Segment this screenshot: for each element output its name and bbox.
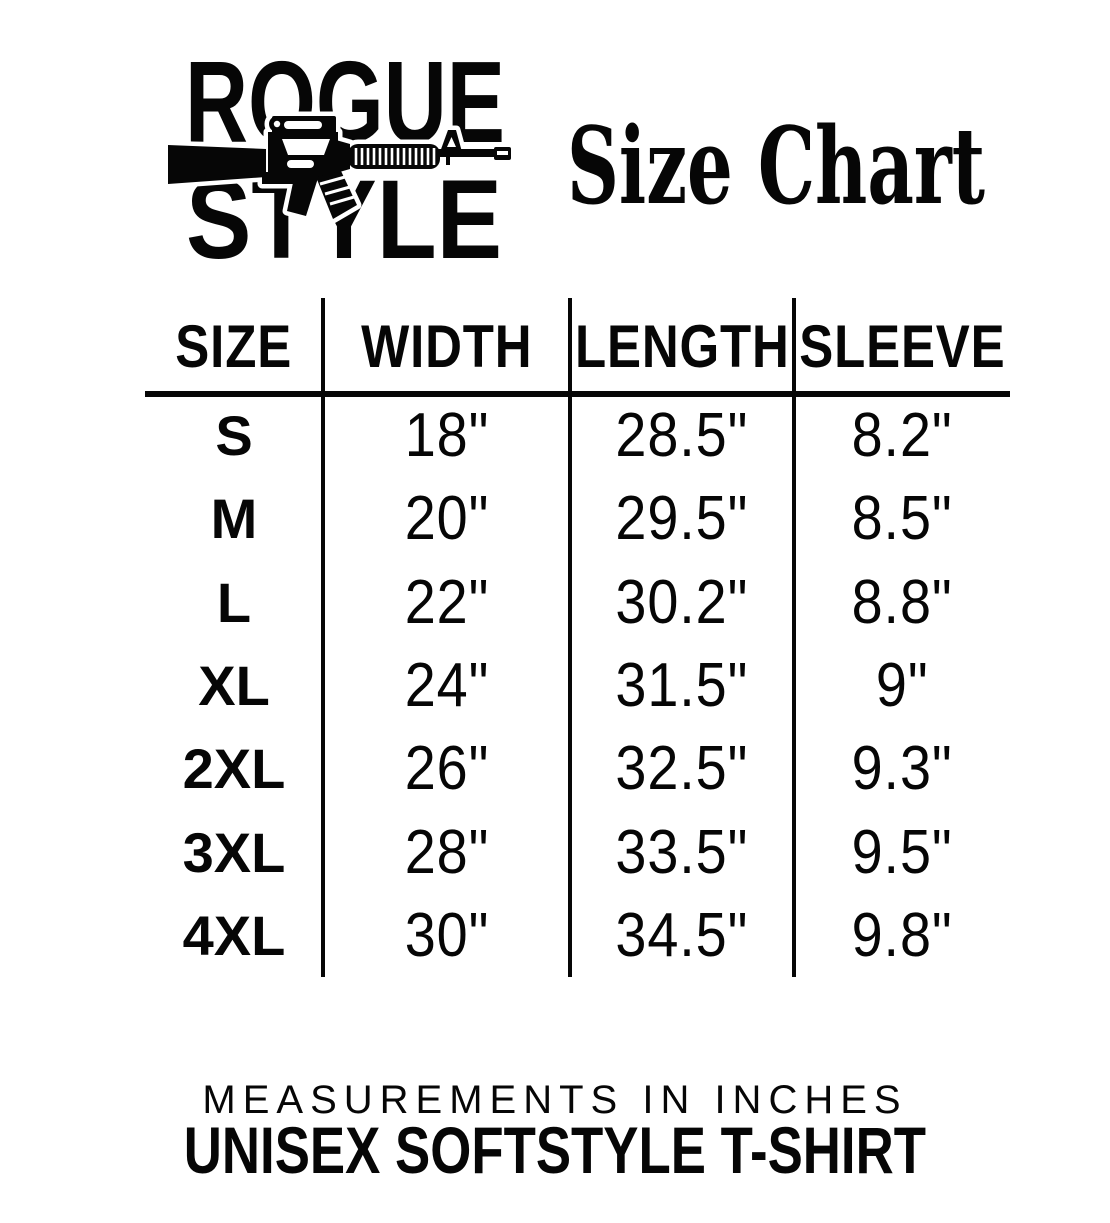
sleeve-value: 9.8" (851, 900, 953, 970)
width-value: 24" (404, 650, 489, 720)
sleeve-value: 8.5" (851, 484, 953, 554)
size-label: M (210, 487, 258, 551)
size-chart-title: Size Chart (567, 103, 985, 228)
length-value: 34.5" (615, 900, 749, 970)
rifle-details (273, 120, 508, 206)
sleeve-value: 9" (875, 650, 929, 720)
column-divider (792, 298, 796, 977)
length-value: 28.5" (615, 401, 749, 471)
length-value: 32.5" (615, 734, 749, 804)
size-label: L (216, 570, 252, 634)
width-value: 30" (404, 900, 489, 970)
size-label: 4XL (182, 903, 286, 967)
width-value: 26" (404, 734, 489, 804)
column-header-width: WIDTH (360, 312, 533, 380)
header: ROGUE STYLE Size Chart (0, 37, 985, 282)
size-table: SIZE WIDTH LENGTH SLEEVE S 18" 28.5" 8.2… (145, 298, 1010, 977)
sleeve-value: 8.2" (851, 401, 953, 471)
sleeve-value: 9.3" (851, 734, 953, 804)
size-label: XL (198, 653, 270, 717)
column-header-size: SIZE (175, 312, 293, 380)
ar15-rifle-icon (168, 116, 511, 219)
length-value: 29.5" (615, 484, 749, 554)
width-value: 20" (404, 484, 489, 554)
product-name: UNISEX SOFTSTYLE T-SHIRT (183, 1113, 927, 1187)
size-label: 2XL (182, 737, 286, 801)
column-header-sleeve: SLEEVE (798, 312, 1006, 380)
column-header-length: LENGTH (574, 312, 790, 380)
header-divider (145, 391, 1010, 397)
length-value: 31.5" (615, 650, 749, 720)
size-label: S (215, 404, 253, 468)
length-value: 33.5" (615, 817, 749, 887)
length-value: 30.2" (615, 567, 749, 637)
column-divider (321, 298, 325, 977)
measurements-note: MEASUREMENTS IN INCHES (202, 1078, 908, 1122)
sleeve-value: 8.8" (851, 567, 953, 637)
width-value: 18" (404, 401, 489, 471)
sleeve-value: 9.5" (851, 817, 953, 887)
size-label: 3XL (182, 820, 286, 884)
column-divider (568, 298, 572, 977)
width-value: 28" (404, 817, 489, 887)
width-value: 22" (404, 567, 489, 637)
